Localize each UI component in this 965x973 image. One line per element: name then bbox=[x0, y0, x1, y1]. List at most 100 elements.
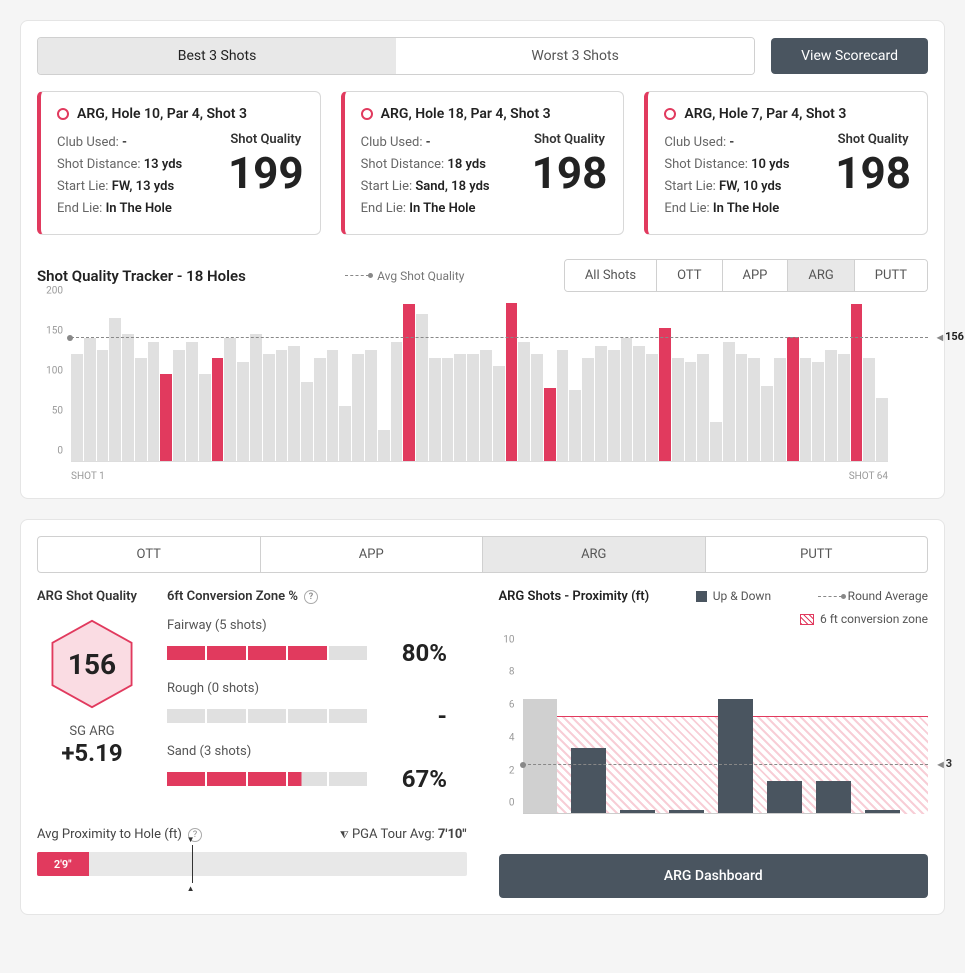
tracker-bar[interactable] bbox=[454, 354, 466, 461]
tracker-bar[interactable] bbox=[557, 350, 569, 461]
tracker-bar[interactable] bbox=[825, 350, 837, 461]
tracker-bar[interactable] bbox=[697, 354, 709, 461]
tracker-bar[interactable] bbox=[71, 354, 83, 461]
tracker-bar[interactable] bbox=[339, 406, 351, 462]
tracker-bar[interactable] bbox=[646, 354, 658, 461]
tracker-bar[interactable] bbox=[186, 342, 198, 461]
tracker-bar[interactable] bbox=[148, 342, 160, 461]
tracker-bar[interactable] bbox=[633, 346, 645, 461]
best-shots-tab[interactable]: Best 3 Shots bbox=[38, 38, 396, 74]
tracker-bar[interactable] bbox=[723, 342, 735, 461]
tracker-bar[interactable] bbox=[173, 350, 185, 461]
tracker-bar[interactable] bbox=[288, 346, 300, 461]
tracker-bar[interactable] bbox=[761, 386, 773, 462]
tracker-bar[interactable] bbox=[160, 374, 172, 461]
tracker-bar[interactable] bbox=[787, 337, 799, 461]
prox-bar[interactable] bbox=[669, 810, 704, 813]
tracker-bar[interactable] bbox=[442, 358, 454, 461]
tracker-bar[interactable] bbox=[851, 304, 863, 461]
tracker-bar[interactable] bbox=[506, 303, 518, 461]
category-tab-ott[interactable]: OTT bbox=[38, 537, 261, 572]
worst-shots-tab[interactable]: Worst 3 Shots bbox=[396, 38, 754, 74]
tracker-bar[interactable] bbox=[301, 382, 313, 462]
tracker-bar[interactable] bbox=[774, 358, 786, 461]
filter-tab-app[interactable]: APP bbox=[723, 260, 789, 291]
tracker-bar[interactable] bbox=[531, 354, 543, 461]
tracker-bar[interactable] bbox=[876, 398, 888, 462]
dash-line-icon bbox=[345, 275, 369, 276]
tracker-bar[interactable] bbox=[582, 358, 594, 461]
filter-tab-putt[interactable]: PUTT bbox=[855, 260, 927, 291]
category-tab-arg[interactable]: ARG bbox=[483, 537, 706, 572]
tracker-bar[interactable] bbox=[863, 358, 875, 461]
tracker-bar[interactable] bbox=[710, 422, 722, 462]
prox-bar[interactable] bbox=[865, 810, 900, 813]
prox-bar[interactable] bbox=[620, 810, 655, 813]
tracker-bar[interactable] bbox=[365, 350, 377, 461]
tracker-bar[interactable] bbox=[467, 354, 479, 461]
segmented-bar bbox=[167, 646, 367, 660]
tracker-bar[interactable] bbox=[480, 350, 492, 461]
shot-card[interactable]: ARG, Hole 10, Par 4, Shot 3 Club Used: -… bbox=[37, 91, 321, 235]
tracker-y-axis: 050100150200 bbox=[37, 302, 67, 462]
filter-tab-all-shots[interactable]: All Shots bbox=[565, 260, 657, 291]
tracker-bar[interactable] bbox=[314, 358, 326, 461]
tracker-bar[interactable] bbox=[135, 358, 147, 461]
tracker-bar[interactable] bbox=[122, 334, 134, 461]
legend-updown: Up & Down bbox=[696, 589, 771, 603]
shot-card[interactable]: ARG, Hole 18, Par 4, Shot 3 Club Used: -… bbox=[341, 91, 625, 235]
tracker-bar[interactable] bbox=[212, 358, 224, 461]
sg-label: SG ARG bbox=[37, 724, 147, 739]
tracker-bar[interactable] bbox=[838, 354, 850, 461]
proximity-header: Avg Proximity to Hole (ft) ? ⧨ PGA Tour … bbox=[37, 827, 467, 842]
tracker-bar[interactable] bbox=[518, 342, 530, 461]
tracker-bar[interactable] bbox=[569, 390, 581, 462]
tracker-chart: 050100150200 156 SHOT 1 SHOT 64 bbox=[37, 302, 928, 482]
tracker-bar[interactable] bbox=[352, 354, 364, 461]
prox-bar[interactable] bbox=[523, 699, 558, 813]
view-scorecard-button[interactable]: View Scorecard bbox=[771, 38, 928, 74]
help-icon[interactable]: ? bbox=[304, 590, 318, 604]
tracker-bar[interactable] bbox=[748, 358, 760, 461]
prox-bar[interactable] bbox=[571, 748, 606, 813]
tracker-bar[interactable] bbox=[595, 346, 607, 461]
tracker-bar[interactable] bbox=[812, 362, 824, 461]
pga-avg: ⧨ PGA Tour Avg: 7'10" bbox=[340, 827, 467, 842]
filter-tab-ott[interactable]: OTT bbox=[657, 260, 722, 291]
prox-bar[interactable] bbox=[816, 781, 851, 814]
tracker-bar[interactable] bbox=[659, 328, 671, 462]
tracker-bar[interactable] bbox=[199, 374, 211, 461]
tracker-bar[interactable] bbox=[378, 430, 390, 462]
tracker-bar[interactable] bbox=[685, 362, 697, 461]
avg-dot-icon bbox=[520, 762, 526, 768]
tracker-bar[interactable] bbox=[237, 362, 249, 461]
arg-dashboard-button[interactable]: ARG Dashboard bbox=[499, 854, 929, 898]
tracker-bar[interactable] bbox=[391, 342, 403, 461]
tracker-bar[interactable] bbox=[493, 366, 505, 461]
tracker-bar[interactable] bbox=[84, 338, 96, 461]
tracker-bar[interactable] bbox=[429, 358, 441, 461]
tracker-bar[interactable] bbox=[800, 358, 812, 461]
tracker-bar[interactable] bbox=[327, 350, 339, 461]
segmented-bar bbox=[167, 772, 367, 786]
tracker-bar[interactable] bbox=[672, 358, 684, 461]
prox-bar[interactable] bbox=[718, 699, 753, 813]
tracker-bar[interactable] bbox=[109, 318, 121, 461]
tracker-bar[interactable] bbox=[403, 304, 415, 461]
tracker-bar[interactable] bbox=[97, 350, 109, 461]
prox-avg-line: 3 bbox=[523, 764, 929, 765]
category-tab-app[interactable]: APP bbox=[261, 537, 484, 572]
tracker-bar[interactable] bbox=[224, 338, 236, 461]
prox-bar[interactable] bbox=[767, 781, 802, 814]
filter-tab-arg[interactable]: ARG bbox=[788, 260, 854, 291]
tracker-bar[interactable] bbox=[621, 338, 633, 461]
tracker-bar[interactable] bbox=[250, 334, 262, 461]
tracker-bar[interactable] bbox=[608, 350, 620, 461]
shot-card[interactable]: ARG, Hole 7, Par 4, Shot 3 Club Used: - … bbox=[644, 91, 928, 235]
best-worst-segment: Best 3 Shots Worst 3 Shots bbox=[37, 37, 755, 75]
tracker-bar[interactable] bbox=[263, 354, 275, 461]
category-tab-putt[interactable]: PUTT bbox=[706, 537, 928, 572]
tracker-bar[interactable] bbox=[276, 350, 288, 461]
tracker-bar[interactable] bbox=[544, 388, 556, 461]
tracker-bar[interactable] bbox=[736, 354, 748, 461]
